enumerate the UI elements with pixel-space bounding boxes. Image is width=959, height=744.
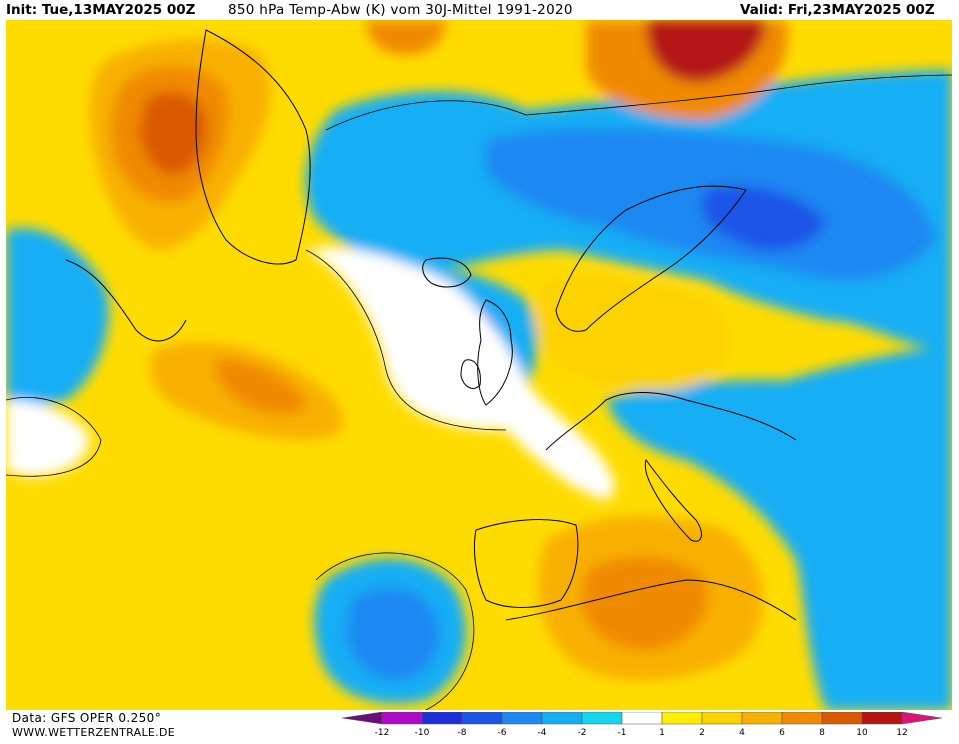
- color-legend-bar: -12 -10 -8 -6 -4 -2 -1 1 2 4 6 8 10 12: [341, 711, 943, 738]
- legend-swatch: [901, 711, 943, 725]
- zero-contour-west: [6, 397, 102, 477]
- warm-anomaly-central-europe: [535, 276, 729, 391]
- valid-time: Valid: Fri,23MAY2025 00Z: [740, 2, 935, 18]
- legend-tick-label: 8: [819, 728, 825, 738]
- britain-coast: [477, 299, 513, 406]
- anomaly-map: [6, 20, 952, 710]
- legend-swatch: [541, 711, 583, 725]
- website-label: WWW.WETTERZENTRALE.DE: [12, 726, 175, 739]
- legend-swatch: [821, 711, 863, 725]
- data-source-label: Data: GFS OPER 0.250°: [12, 711, 162, 725]
- canada-coast: [65, 259, 187, 342]
- legend-swatch: [621, 711, 663, 725]
- zero-contour-arctic: [325, 74, 952, 131]
- cold-core-atlantic-low: [346, 588, 440, 681]
- legend-tick-label: -10: [415, 728, 430, 738]
- legend-swatch: [781, 711, 823, 725]
- legend-tick-label: 10: [856, 728, 868, 738]
- europe-mainland-coast: [545, 392, 797, 451]
- legend-tick-label: 4: [739, 728, 745, 738]
- init-time: Init: Tue,13MAY2025 00Z: [6, 2, 196, 18]
- map-title: 850 hPa Temp-Abw (K) vom 30J-Mittel 1991…: [228, 2, 573, 18]
- zero-contour-atlantic-low: [315, 552, 475, 710]
- legend-tick-label: 12: [896, 728, 907, 738]
- legend-tick-label: -2: [578, 728, 587, 738]
- warm-core-north-africa: [581, 556, 709, 651]
- africa-coast: [505, 579, 797, 621]
- iceland-coast: [422, 257, 472, 288]
- ireland-coast: [460, 359, 481, 389]
- color-legend: -12 -10 -8 -6 -4 -2 -1 1 2 4 6 8 10 12: [334, 711, 958, 740]
- coastlines: [65, 29, 797, 621]
- legend-swatch: [581, 711, 623, 725]
- legend-swatch: [381, 711, 423, 725]
- legend-swatch: [741, 711, 783, 725]
- italy-coast: [644, 458, 702, 542]
- legend-tick-label: -12: [375, 728, 390, 738]
- cold-core-russia: [702, 186, 826, 251]
- map-footer: Data: GFS OPER 0.250° WWW.WETTERZENTRALE…: [0, 710, 959, 741]
- iberia-coast: [473, 519, 579, 608]
- legend-swatch: [501, 711, 543, 725]
- legend-tick-label: 2: [699, 728, 705, 738]
- warm-core-barents: [646, 20, 766, 82]
- legend-tick-label: 6: [779, 728, 785, 738]
- legend-swatch: [861, 711, 903, 725]
- scandinavia-coast: [555, 185, 747, 332]
- greenland-coast: [195, 29, 311, 265]
- warm-anomaly-north-greenland: [366, 20, 446, 55]
- legend-tick-label: -6: [498, 728, 507, 738]
- near-zero-north-atlantic: [306, 247, 615, 500]
- cold-anomaly-east-europe: [606, 347, 952, 710]
- legend-tick-label: 1: [659, 728, 665, 738]
- warm-core-mid-atlantic: [215, 359, 306, 415]
- legend-swatch: [701, 711, 743, 725]
- zero-contours: [6, 74, 952, 710]
- cold-anomaly-west-canada: [6, 228, 109, 405]
- legend-tick-label: -4: [538, 728, 547, 738]
- near-zero-west: [6, 400, 89, 477]
- warm-core-greenland-inner: [139, 91, 207, 175]
- zero-contour-north-atlantic: [305, 249, 507, 431]
- legend-swatch: [461, 711, 503, 725]
- map-header: Init: Tue,13MAY2025 00Z 850 hPa Temp-Abw…: [0, 0, 959, 20]
- legend-swatch: [661, 711, 703, 725]
- legend-swatch: [421, 711, 463, 725]
- legend-tick-label: -1: [618, 728, 627, 738]
- legend-tick-label: -8: [458, 728, 467, 738]
- legend-swatch: [341, 711, 383, 725]
